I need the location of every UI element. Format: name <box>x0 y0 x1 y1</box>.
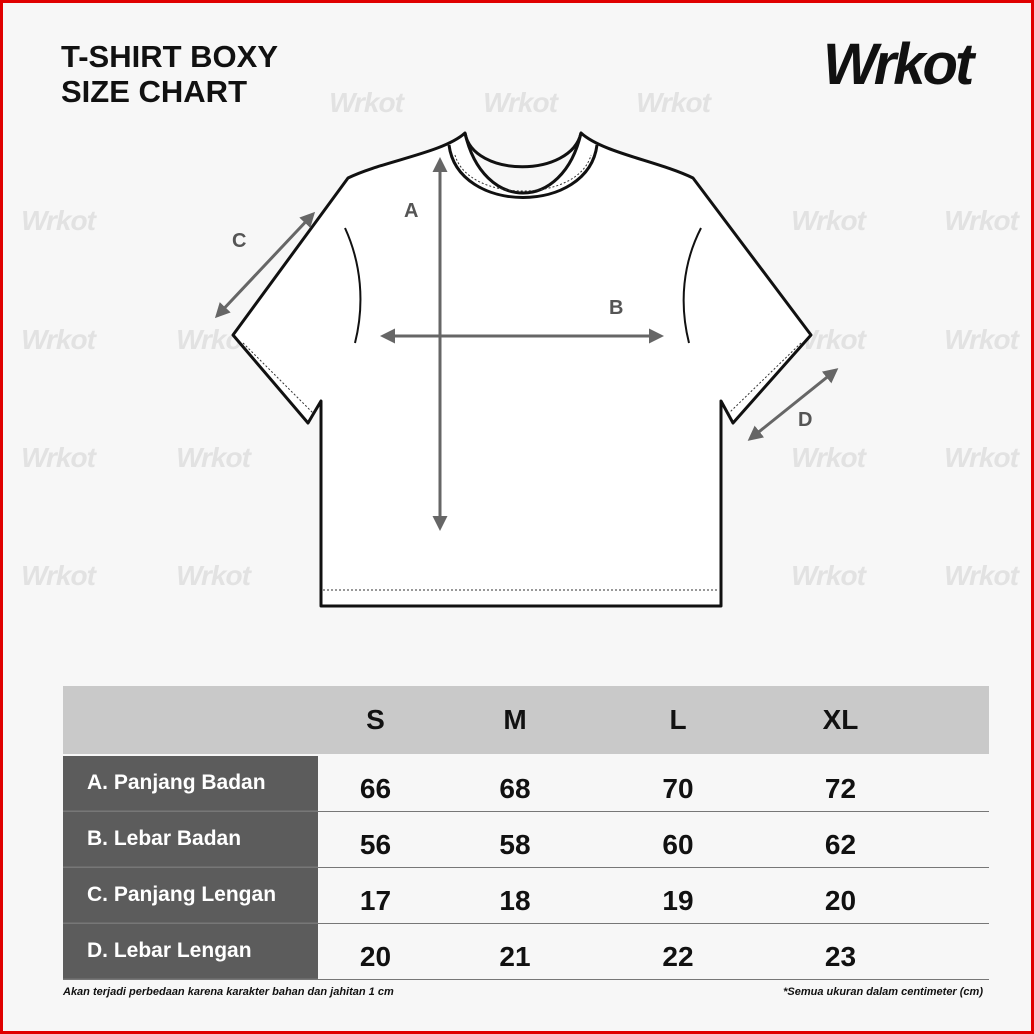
row-label: B. Lebar Badan <box>63 812 318 867</box>
label-a: A <box>404 200 419 222</box>
watermark: Wrkot <box>791 205 866 236</box>
row-label: D. Lebar Lengan <box>63 924 318 979</box>
watermark: Wrkot <box>21 205 96 236</box>
collar <box>447 132 599 199</box>
table-header: S M L XL <box>63 686 989 754</box>
table-row: D. Lebar Lengan 20 21 22 23 <box>63 924 989 980</box>
size-value: 72 <box>824 773 857 804</box>
size-value: 60 <box>662 829 694 860</box>
size-table: S M L XL A. Panjang Badan 66 68 70 72 B. Leba… <box>63 686 989 980</box>
size-value: 21 <box>499 941 531 972</box>
title-line-2: SIZE CHART <box>61 74 247 109</box>
size-s: S <box>366 704 385 735</box>
shirt-outline <box>231 131 813 608</box>
size-value: 20 <box>359 941 392 972</box>
size-value: 19 <box>662 885 694 916</box>
note-right: *Semua ukuran dalam centimeter (cm) <box>783 986 983 998</box>
watermark: Wrkot <box>176 442 251 473</box>
size-value: 56 <box>359 829 392 860</box>
watermark: Wrkot <box>329 87 404 118</box>
watermark: Wrkot <box>944 205 1019 236</box>
size-value: 62 <box>824 829 857 860</box>
size-value: 18 <box>499 885 531 916</box>
size-value: 22 <box>662 941 694 972</box>
table-row: A. Panjang Badan 66 68 70 72 <box>63 756 989 812</box>
row-label: C. Panjang Lengan <box>63 868 318 923</box>
watermark: Wrkot <box>176 560 251 591</box>
size-xl: XL <box>822 704 859 735</box>
size-value: 17 <box>359 885 392 916</box>
sleeve-seams <box>344 227 702 344</box>
size-m: M <box>503 704 527 735</box>
label-c: C <box>232 230 247 252</box>
header-blank <box>63 686 318 754</box>
hem-stitches <box>242 342 802 591</box>
table-body: A. Panjang Badan 66 68 70 72 B. Lebar Badan 56… <box>63 756 989 980</box>
title-line-1: T-SHIRT BOXY <box>61 39 279 74</box>
size-value: 70 <box>662 773 694 804</box>
row-label: A. Panjang Badan <box>63 756 318 811</box>
table-row: C. Panjang Lengan 17 18 19 20 <box>63 868 989 924</box>
watermark: Wrkot <box>791 442 866 473</box>
size-l: L <box>669 704 687 735</box>
watermark: Wrkot <box>21 560 96 591</box>
brand-logo: Wrkot <box>823 32 974 97</box>
watermark: Wrkot <box>944 324 1019 355</box>
collar-stitch <box>454 154 592 192</box>
watermark: Wrkot <box>21 324 96 355</box>
size-value: 23 <box>824 941 857 972</box>
watermark: Wrkot <box>483 87 558 118</box>
watermark: Wrkot <box>21 442 96 473</box>
table-row: B. Lebar Badan 56 58 60 62 <box>63 812 989 868</box>
size-value: 58 <box>499 829 531 860</box>
size-value: 20 <box>824 885 857 916</box>
note-left: Akan terjadi perbedaan karena karakter b… <box>63 986 394 998</box>
watermark: Wrkot <box>636 87 711 118</box>
watermark: Wrkot <box>944 560 1019 591</box>
size-value: 68 <box>499 773 531 804</box>
label-d: D <box>798 409 813 431</box>
label-b: B <box>609 297 624 319</box>
watermark: Wrkot <box>791 560 866 591</box>
size-value: 66 <box>359 773 392 804</box>
tshirt-diagram <box>214 131 839 608</box>
arrow-d <box>747 368 839 441</box>
arrow-c <box>214 211 316 319</box>
watermark: Wrkot <box>944 442 1019 473</box>
page-title: T-SHIRT BOXY SIZE CHART <box>61 39 278 109</box>
